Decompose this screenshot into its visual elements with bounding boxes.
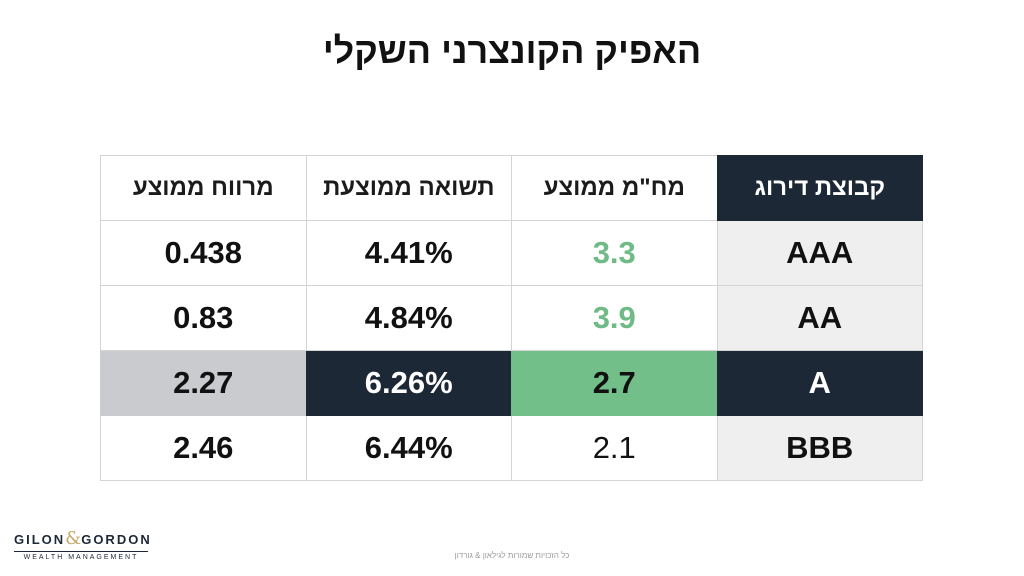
logo-divider bbox=[14, 551, 148, 552]
logo-ampersand: & bbox=[65, 528, 82, 549]
cell-yield: 6.26% bbox=[305, 350, 512, 416]
cell-spread: 2.27 bbox=[100, 350, 307, 416]
logo-right-word: GORDON bbox=[81, 532, 152, 547]
cell-rating: A bbox=[716, 350, 923, 416]
cell-yield: 4.41% bbox=[305, 220, 512, 286]
logo-wordmark: GILON&GORDON bbox=[14, 528, 154, 549]
table-row: AA 3.9 4.84% 0.83 bbox=[100, 285, 923, 351]
logo-left-word: GILON bbox=[14, 532, 66, 547]
cell-rating: AAA bbox=[716, 220, 923, 286]
cell-rating: BBB bbox=[716, 415, 923, 481]
header-avg-duration: מח"מ ממוצע bbox=[511, 155, 718, 221]
slide-title: האפיק הקונצרני השקלי bbox=[322, 30, 702, 71]
cell-duration: 3.9 bbox=[511, 285, 718, 351]
cell-duration: 2.7 bbox=[511, 350, 718, 416]
table-row-highlighted: A 2.7 6.26% 2.27 bbox=[100, 350, 923, 416]
table-row: AAA 3.3 4.41% 0.438 bbox=[100, 220, 923, 286]
cell-spread: 0.83 bbox=[100, 285, 307, 351]
cell-yield: 6.44% bbox=[305, 415, 512, 481]
table-header-row: קבוצת דירוג מח"מ ממוצע תשואה ממוצעת מרוו… bbox=[100, 155, 923, 221]
header-rating-group: קבוצת דירוג bbox=[716, 155, 923, 221]
cell-duration: 2.1 bbox=[511, 415, 718, 481]
cell-rating: AA bbox=[716, 285, 923, 351]
table-row: BBB 2.1 6.44% 2.46 bbox=[100, 415, 923, 481]
company-logo: GILON&GORDON WEALTH MANAGEMENT bbox=[14, 528, 154, 561]
cell-duration: 3.3 bbox=[511, 220, 718, 286]
rating-table: קבוצת דירוג מח"מ ממוצע תשואה ממוצעת מרוו… bbox=[100, 155, 923, 481]
cell-spread: 0.438 bbox=[100, 220, 307, 286]
cell-yield: 4.84% bbox=[305, 285, 512, 351]
cell-spread: 2.46 bbox=[100, 415, 307, 481]
header-avg-spread: מרווח ממוצע bbox=[100, 155, 307, 221]
header-avg-yield: תשואה ממוצעת bbox=[305, 155, 512, 221]
logo-subtitle: WEALTH MANAGEMENT bbox=[23, 554, 139, 561]
footer-note: כל הזכויות שמורות לגילאון & גורדון bbox=[454, 551, 570, 560]
